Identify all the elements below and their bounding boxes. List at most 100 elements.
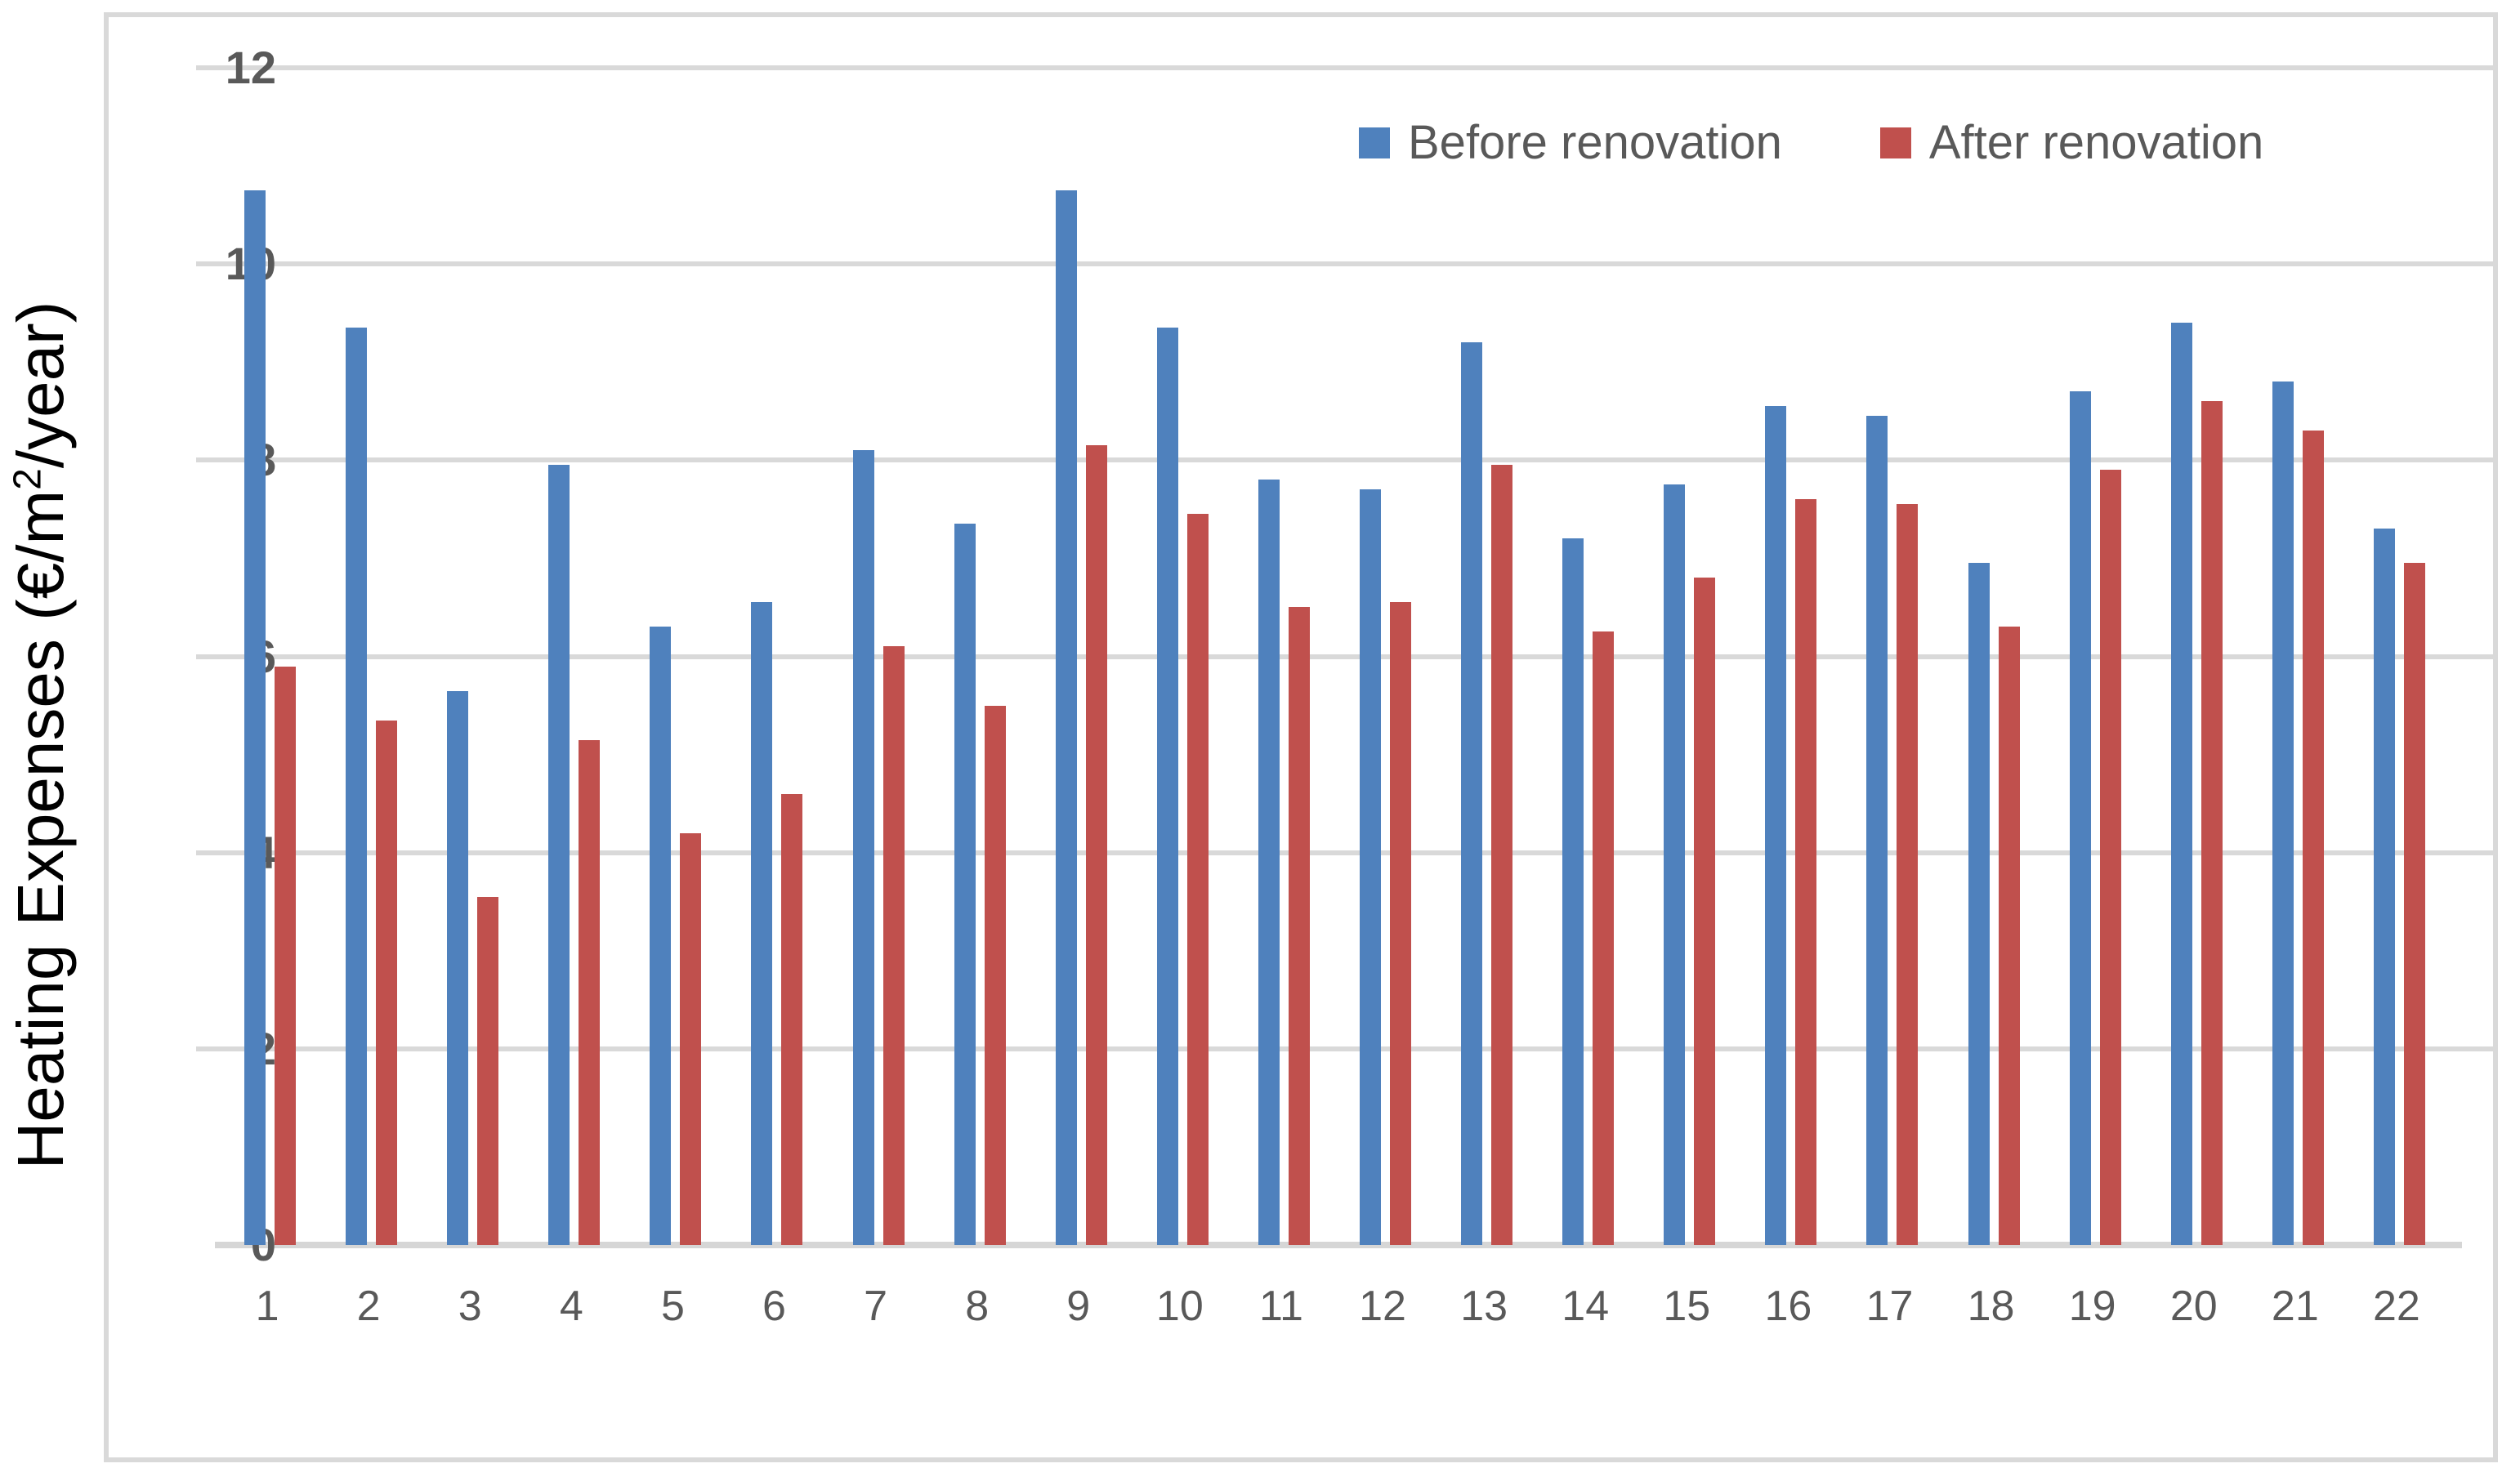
legend-label-before: Before renovation [1408,116,1782,169]
category-group: 21 [2245,17,2346,1457]
gridline [196,1046,2493,1051]
category-group: 3 [419,17,521,1457]
bar-before-renovation [1866,416,1888,1245]
bar-before-renovation [548,465,570,1245]
bar-before-renovation [1765,406,1787,1245]
bar-before-renovation [1562,538,1584,1245]
x-axis-line [215,1242,2462,1248]
category-group: 5 [622,17,723,1457]
category-group: 22 [2346,17,2447,1457]
bar-after-renovation [477,896,499,1245]
bar-before-renovation [852,450,874,1245]
bar-before-renovation [1664,484,1686,1245]
bar-before-renovation [244,190,266,1245]
x-tick-label: 10 [1155,1283,1204,1330]
bar-after-renovation [2302,431,2324,1245]
gridline [196,261,2493,267]
bar-after-renovation [984,705,1006,1245]
gridline [196,65,2493,70]
x-tick-label: 14 [1562,1283,1610,1330]
x-tick-label: 2 [356,1283,381,1330]
category-group: 6 [723,17,824,1457]
bar-before-renovation [2373,529,2395,1245]
category-group: 15 [1636,17,1737,1457]
category-group: 17 [1839,17,1940,1457]
bar-after-renovation [2099,470,2121,1245]
x-tick-label: 22 [2373,1283,2420,1330]
legend-item-after: After renovation [1879,115,2264,170]
bar-after-renovation [2201,401,2223,1245]
bar-before-renovation [2272,382,2294,1245]
bar-before-renovation [346,328,368,1245]
legend-swatch-after-icon [1879,127,1911,158]
x-tick-label: 12 [1359,1283,1406,1330]
bar-after-renovation [1998,627,2020,1245]
category-group: 11 [1231,17,1332,1457]
plot-frame: 024681012 123456789101112131415161718192… [104,12,2498,1462]
category-group: 7 [825,17,927,1457]
y-axis-title: Heating Expenses (€/m2/year) [2,41,80,1430]
x-tick-label: 9 [1066,1283,1091,1330]
bar-before-renovation [954,524,976,1245]
bar-after-renovation [1288,607,1310,1245]
x-tick-label: 18 [1967,1283,2015,1330]
x-tick-label: 1 [255,1283,279,1330]
y-axis-title-suffix: /year) [4,301,77,469]
legend-label-after: After renovation [1928,116,2264,169]
x-tick-label: 15 [1663,1283,1711,1330]
gridline [196,457,2493,463]
x-tick-label: 5 [660,1283,685,1330]
x-tick-label: 4 [559,1283,583,1330]
bar-after-renovation [1795,499,1817,1245]
bar-after-renovation [680,832,702,1245]
bar-before-renovation [1258,480,1280,1245]
category-group: 10 [1129,17,1231,1457]
bar-before-renovation [650,627,672,1245]
category-group: 2 [318,17,419,1457]
y-axis-title-text: Heating Expenses (€/m [4,489,77,1170]
bar-after-renovation [882,646,905,1245]
gridline [196,850,2493,855]
x-tick-label: 7 [864,1283,888,1330]
category-group: 18 [1941,17,2042,1457]
bar-before-renovation [447,690,469,1245]
x-tick-label: 11 [1258,1283,1303,1330]
category-group: 1 [217,17,318,1457]
x-tick-label: 20 [2169,1283,2218,1330]
x-tick-label: 17 [1865,1283,1914,1330]
bar-before-renovation [751,602,773,1245]
bar-after-renovation [1694,578,1716,1245]
bar-after-renovation [781,793,803,1245]
gridline [196,654,2493,659]
x-tick-label: 19 [2068,1283,2116,1330]
legend-item-before: Before renovation [1359,115,1782,170]
bar-before-renovation [2170,323,2192,1245]
legend: Before renovation After renovation [1359,115,2263,170]
category-group: 19 [2042,17,2143,1457]
category-group: 20 [2143,17,2245,1457]
legend-swatch-before-icon [1359,127,1390,158]
bar-before-renovation [1055,190,1077,1245]
category-group: 13 [1433,17,1535,1457]
bar-before-renovation [2069,391,2091,1245]
category-group: 4 [521,17,622,1457]
x-tick-label: 21 [2271,1283,2319,1330]
y-axis-title-superscript: 2 [6,468,50,490]
x-tick-label: 3 [458,1283,482,1330]
bar-before-renovation [1461,342,1483,1245]
bar-after-renovation [1593,631,1615,1245]
x-tick-label: 6 [762,1283,786,1330]
x-tick-label: 13 [1460,1283,1508,1330]
bar-after-renovation [1491,465,1513,1245]
bar-after-renovation [1085,445,1107,1245]
bar-after-renovation [275,666,297,1245]
bar-after-renovation [1390,602,1412,1245]
category-group: 14 [1535,17,1636,1457]
x-tick-label: 8 [965,1283,990,1330]
category-group: 9 [1028,17,1129,1457]
x-tick-label: 16 [1764,1283,1812,1330]
bar-before-renovation [1156,328,1178,1245]
category-group: 8 [927,17,1028,1457]
bar-after-renovation [1897,504,1919,1245]
